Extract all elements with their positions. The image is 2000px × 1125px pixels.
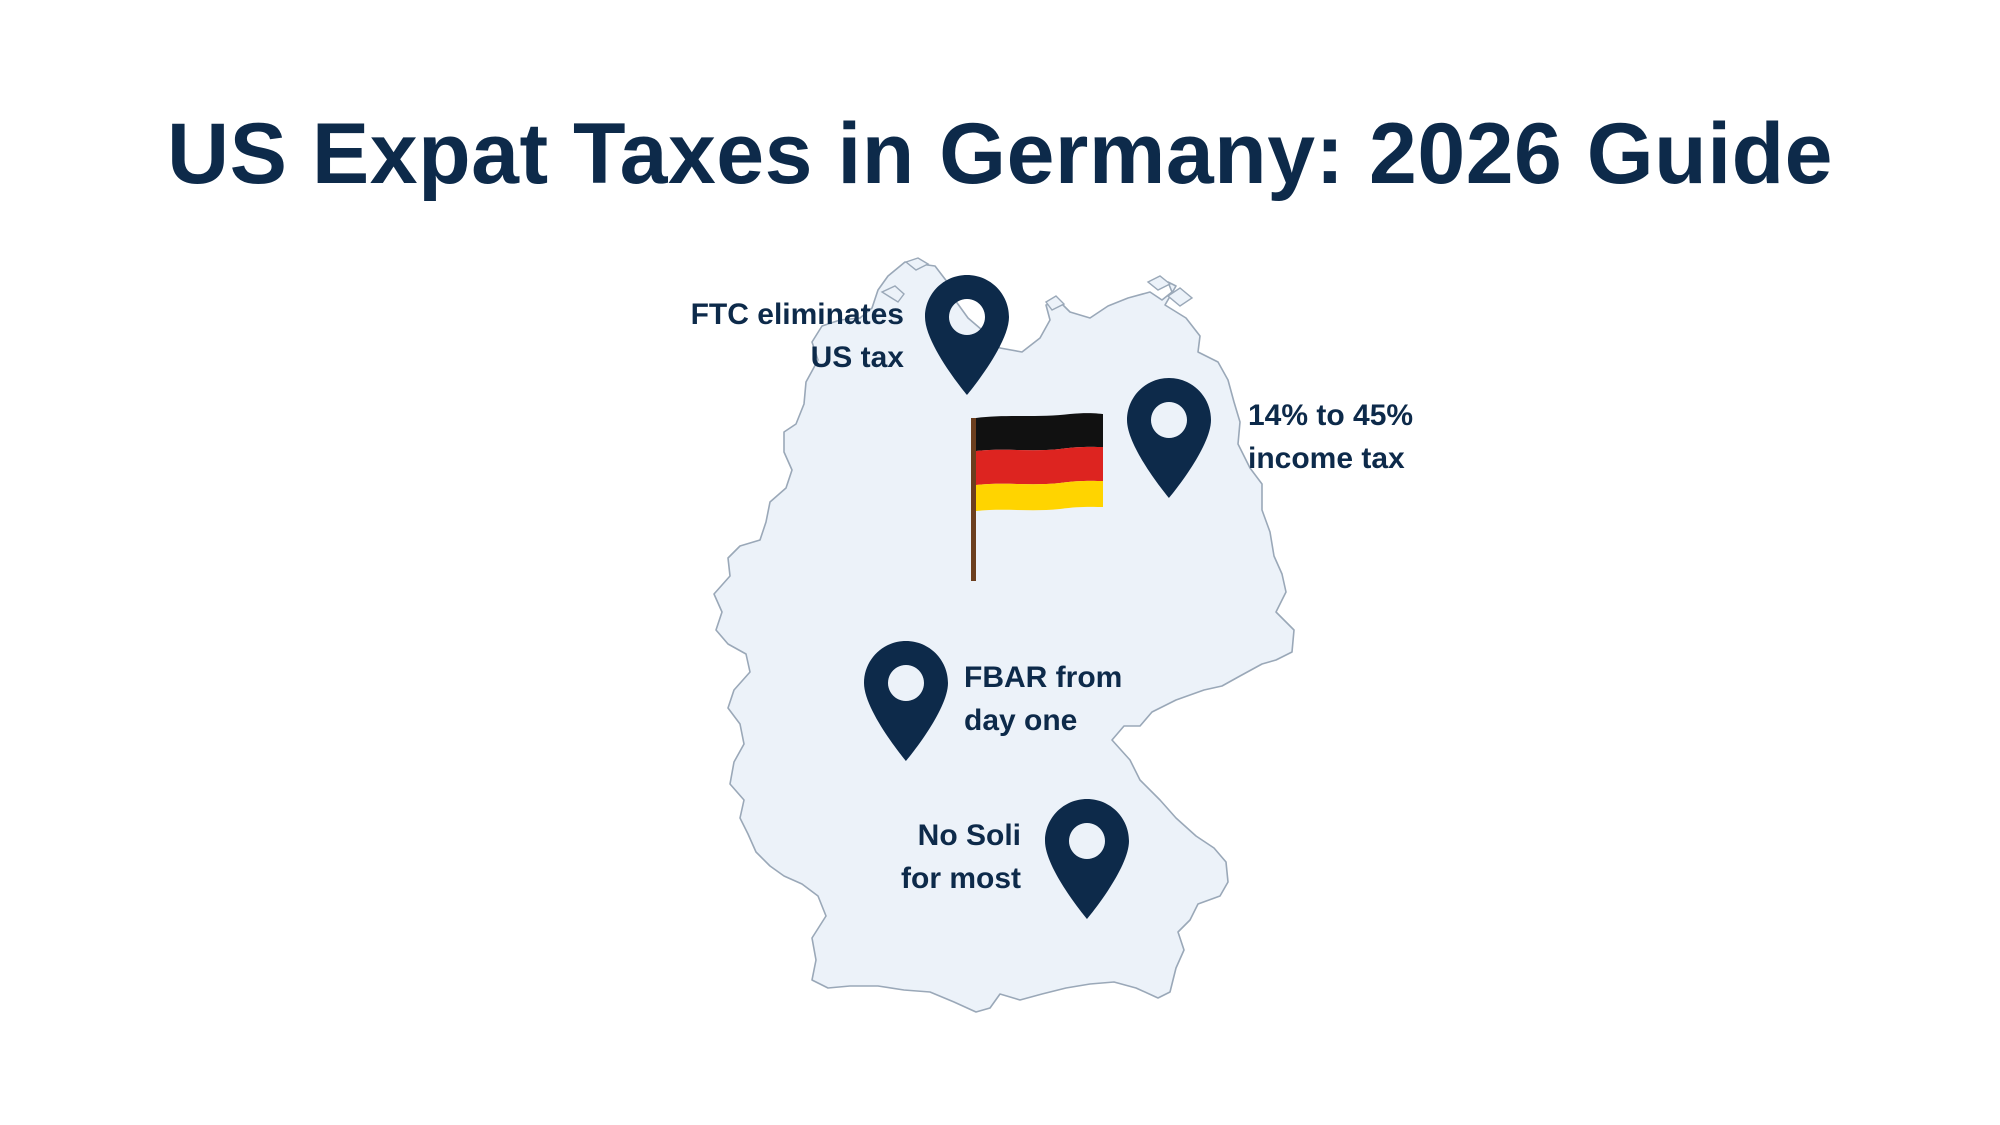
callout-fbar: FBAR from day one [964,656,1122,742]
page-title: US Expat Taxes in Germany: 2026 Guide [167,106,1833,202]
callout-ftc: FTC eliminates US tax [691,293,904,379]
germany-islands [880,257,1194,311]
callout-line: No Soli [917,819,1021,852]
callout-line: income tax [1248,442,1405,475]
callout-soli: No Soli for most [901,814,1021,900]
callout-income-tax: 14% to 45% income tax [1248,394,1413,480]
callout-line: day one [964,704,1078,737]
callout-line: FTC eliminates [690,298,904,331]
callout-line: for most [901,862,1021,895]
callout-line: FBAR from [964,661,1123,694]
callout-line: US tax [810,341,904,374]
callout-line: 14% to 45% [1248,399,1414,432]
germany-flag-icon [971,413,1103,581]
